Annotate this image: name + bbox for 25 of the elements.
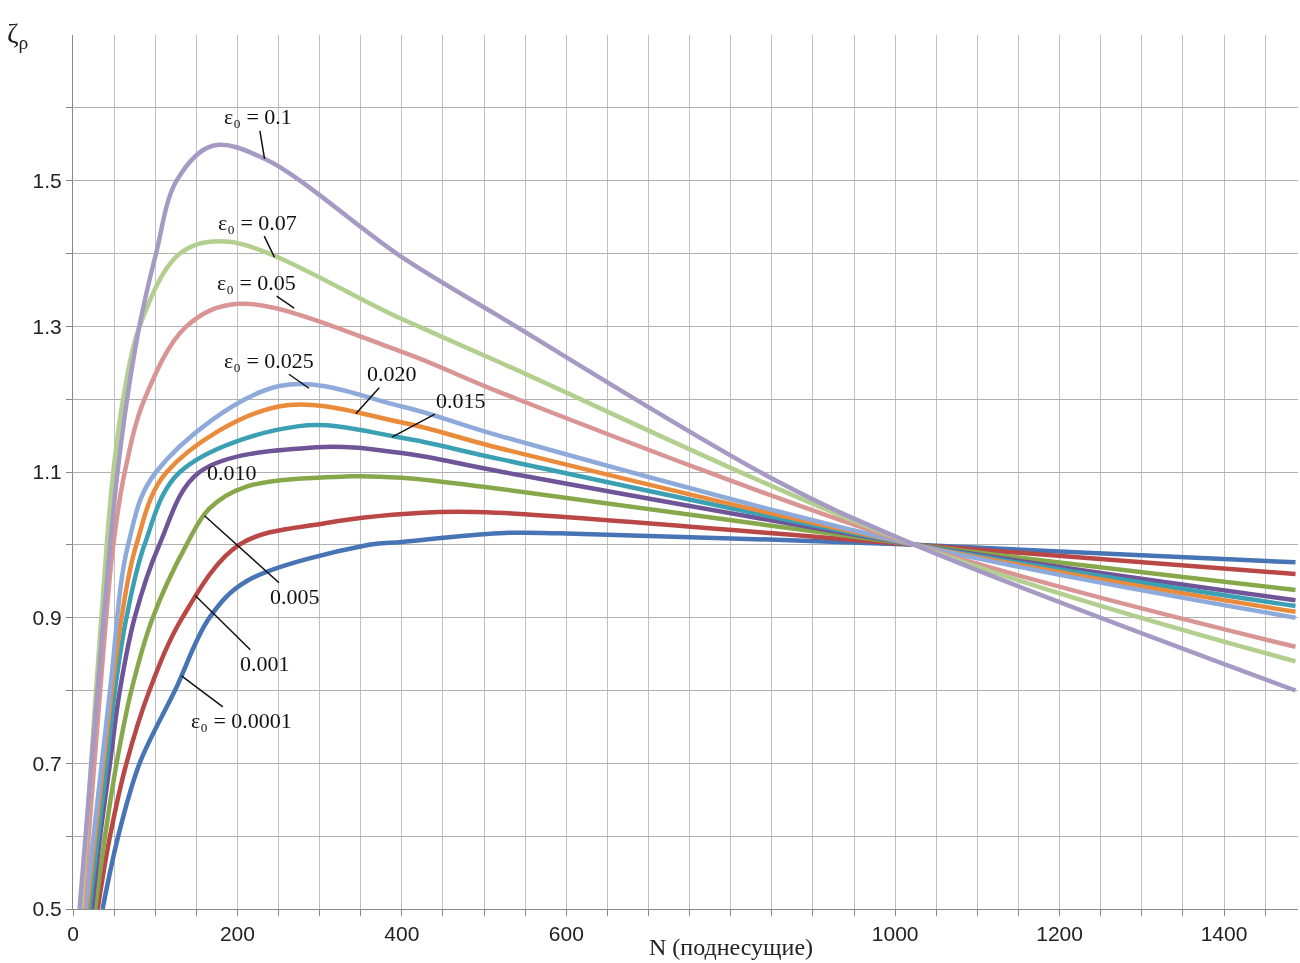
y-tick-label: 1.5 [32,169,62,193]
y-tick-label: 0.9 [32,606,62,630]
y-tick-label: 1.1 [32,460,62,484]
x-tick-label: 600 [548,922,584,946]
y-axis-title: ζ$_{ρ}$ [7,18,29,53]
annotation: 0.005 [270,584,320,609]
x-tick-label: 1200 [1036,922,1083,946]
annotation: ε₀ = 0.05 [217,270,296,295]
x-tick-label: 1400 [1200,922,1248,946]
annotation: 0.015 [436,388,486,413]
x-axis-title: N (поднесущие) [649,934,814,960]
y-tick-label: 1.3 [32,314,62,338]
annotation: ε₀ = 0.1 [224,104,292,129]
annotation: 0.020 [367,361,417,386]
x-tick-label: 0 [67,922,79,946]
annotation: ε₀ = 0.07 [218,210,297,235]
y-tick-label: 0.5 [32,897,62,921]
annotation: 0.001 [240,651,290,676]
y-tick-label: 0.7 [32,751,62,775]
x-tick-label: 400 [384,922,420,946]
annotation: 0.010 [207,460,257,485]
x-tick-label: 200 [219,922,255,946]
x-tick-label: 1000 [871,922,919,946]
annotation: ε₀ = 0.0001 [191,708,292,733]
annotation: ε₀ = 0.025 [224,348,314,373]
